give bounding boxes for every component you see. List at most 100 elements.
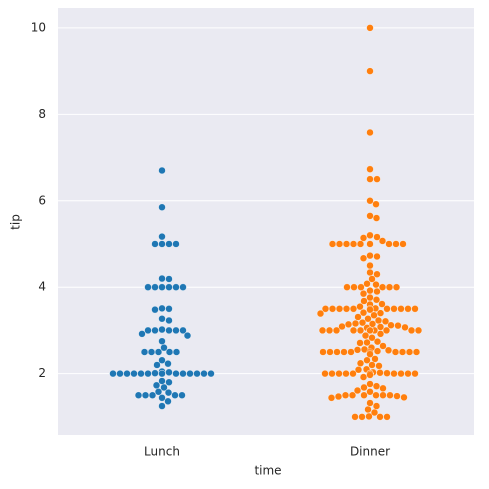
dot <box>354 313 362 321</box>
dot <box>372 200 380 208</box>
dot <box>158 274 166 283</box>
dot <box>361 332 370 340</box>
dot <box>378 283 387 291</box>
dot <box>158 240 166 248</box>
dot <box>393 392 401 400</box>
dot <box>414 326 423 334</box>
dot <box>411 305 419 313</box>
dot <box>165 368 173 376</box>
dot <box>359 373 368 381</box>
dot <box>151 326 159 334</box>
dot <box>172 326 180 334</box>
dot <box>382 326 391 334</box>
dot <box>326 348 334 356</box>
dot <box>366 175 374 183</box>
dot <box>158 337 166 345</box>
y-axis-label: tip <box>9 214 23 230</box>
dot <box>333 348 341 356</box>
dot <box>141 391 150 399</box>
dot <box>165 305 173 313</box>
dot <box>158 377 166 385</box>
dot <box>374 316 383 325</box>
dot <box>353 346 362 354</box>
dot <box>147 348 156 356</box>
dot <box>158 315 166 323</box>
dot <box>359 254 368 262</box>
dot <box>338 322 346 331</box>
dot <box>349 305 358 313</box>
dot <box>373 287 381 296</box>
dot <box>356 303 364 311</box>
dot <box>158 304 166 312</box>
dot <box>164 360 172 368</box>
dot <box>316 310 325 318</box>
dot <box>376 330 385 338</box>
dot <box>381 317 390 325</box>
dot <box>347 348 355 356</box>
dot <box>351 319 360 328</box>
dot <box>372 214 381 222</box>
x-tick-label: Dinner <box>350 445 390 459</box>
dot <box>366 24 374 32</box>
dot <box>130 370 138 378</box>
dot <box>383 369 391 377</box>
y-tick-label: 8 <box>38 107 46 121</box>
dot <box>172 370 180 378</box>
dot <box>383 413 391 421</box>
dot <box>335 370 343 378</box>
dot <box>165 240 173 248</box>
dot <box>144 370 152 378</box>
dot <box>342 370 350 378</box>
dot <box>109 370 117 378</box>
dot <box>364 405 372 414</box>
dot <box>172 240 180 248</box>
y-tick-label: 4 <box>38 280 46 294</box>
dot <box>376 309 385 317</box>
dot <box>356 359 365 367</box>
dot <box>153 361 161 369</box>
dot <box>335 240 344 248</box>
dot <box>327 394 336 402</box>
dot <box>158 325 166 334</box>
dot <box>394 322 402 330</box>
dot <box>340 348 348 356</box>
dot <box>328 305 337 313</box>
dot <box>366 294 374 302</box>
dot <box>370 408 379 417</box>
dot <box>357 283 365 291</box>
dot <box>332 326 341 334</box>
dot <box>373 270 381 278</box>
dot <box>370 311 378 319</box>
dot <box>384 346 393 354</box>
dot <box>334 392 343 401</box>
dot <box>179 283 187 291</box>
dot <box>193 370 201 378</box>
dot <box>321 305 330 313</box>
dot <box>363 338 371 347</box>
dot <box>366 326 374 334</box>
dot <box>335 305 344 313</box>
dot <box>360 383 368 392</box>
dot <box>412 348 421 356</box>
dot <box>158 283 166 291</box>
dot <box>385 283 394 291</box>
dot <box>376 369 384 377</box>
dot <box>172 283 180 291</box>
dot <box>366 197 374 205</box>
dot <box>359 234 368 242</box>
dot <box>366 240 374 248</box>
dot <box>349 326 358 334</box>
dot <box>404 370 412 378</box>
dot <box>363 356 371 364</box>
dot <box>165 275 173 283</box>
dot <box>366 67 374 75</box>
dot <box>387 321 395 329</box>
dot <box>343 283 351 291</box>
dot <box>183 332 192 340</box>
dot <box>366 371 374 379</box>
dot <box>158 394 166 402</box>
dot <box>158 370 166 378</box>
dot <box>318 326 327 334</box>
dot <box>368 361 376 369</box>
